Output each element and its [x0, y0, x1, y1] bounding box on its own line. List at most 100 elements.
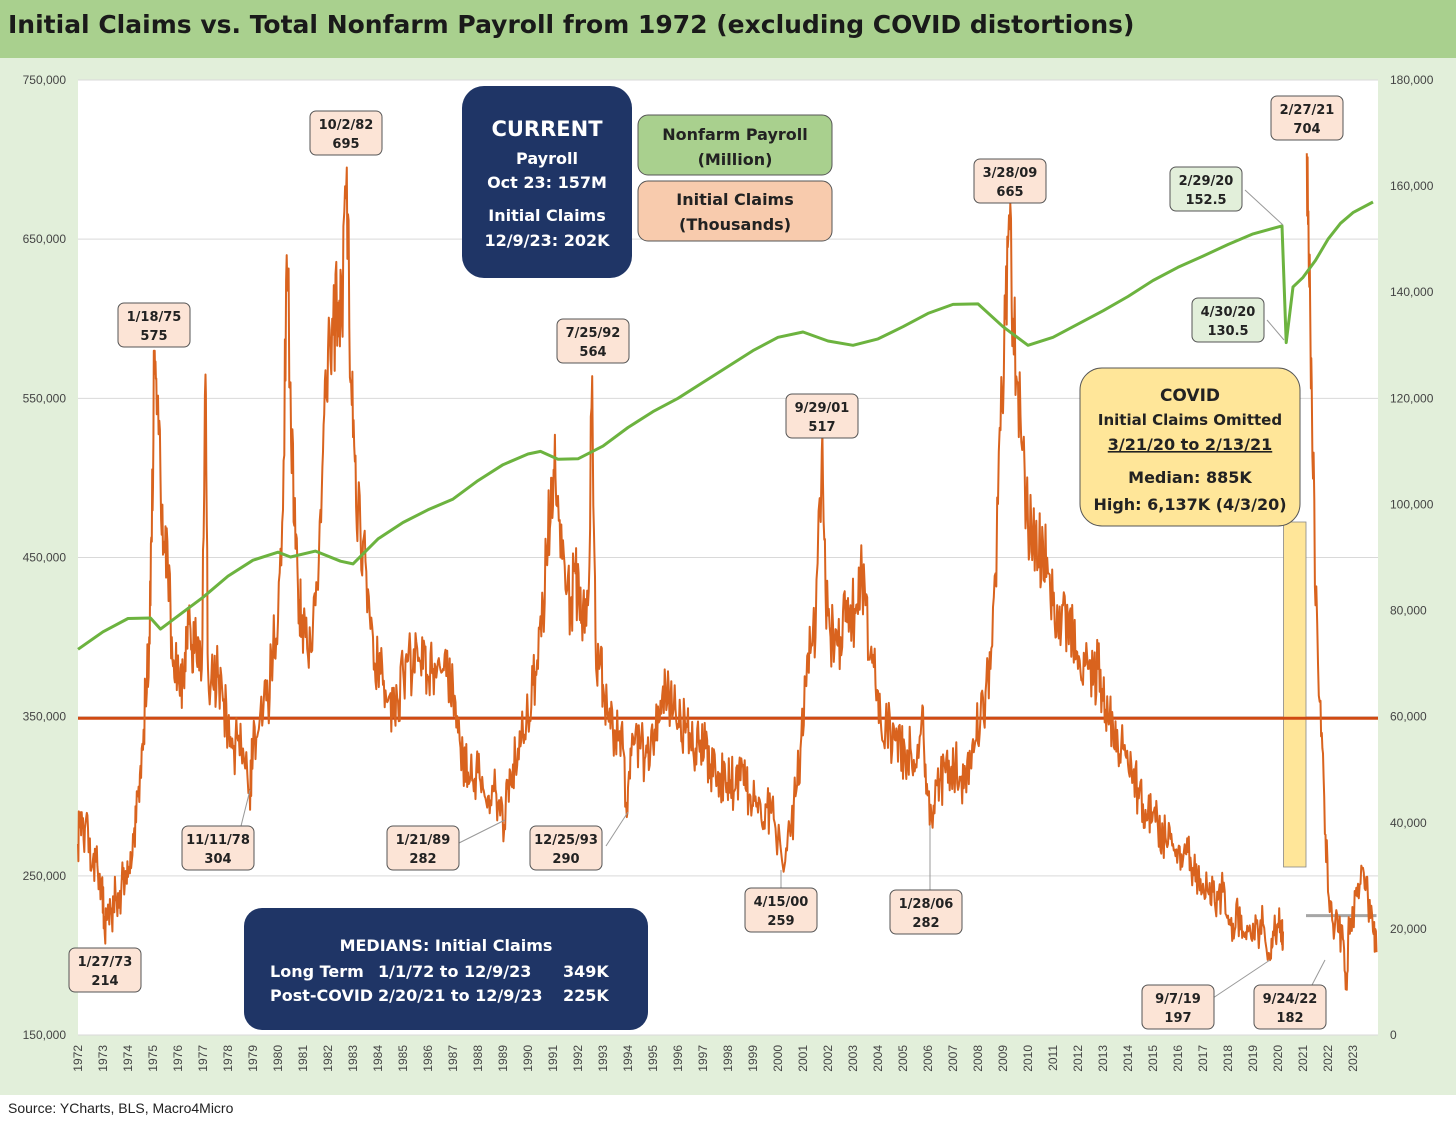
- x-tick-label: 1996: [671, 1045, 685, 1072]
- annotation-box: [1270, 95, 1344, 141]
- annotation-value: 197: [1164, 1011, 1191, 1026]
- x-tick-label: 2007: [946, 1045, 960, 1072]
- x-tick-label: 2015: [1146, 1045, 1160, 1072]
- annotation-date: 2/27/21: [1280, 103, 1335, 118]
- x-tick-label: 2016: [1171, 1045, 1185, 1072]
- annotation-date: 12/25/93: [534, 833, 598, 848]
- annotation-date: 9/24/22: [1263, 992, 1318, 1007]
- nonfarm-payroll-line: [77, 200, 1374, 651]
- x-tick-label: 1984: [371, 1045, 385, 1072]
- x-tick-label: 1979: [246, 1045, 260, 1072]
- covid-omitted-band: [1283, 521, 1307, 868]
- annotation-box: [181, 825, 255, 871]
- current-line4: 12/9/23: 202K: [484, 231, 610, 250]
- source-note: Source: YCharts, BLS, Macro4Micro: [8, 1100, 234, 1116]
- annotation-value: 517: [808, 420, 835, 435]
- x-tick-label: 1973: [96, 1045, 110, 1072]
- annotation-box: [556, 318, 630, 364]
- x-tick-label: 1974: [121, 1045, 135, 1072]
- annotation-box: [1141, 984, 1215, 1030]
- annotation-date: 7/25/92: [566, 326, 621, 341]
- current-box: CURRENT Payroll Oct 23: 157M Initial Cla…: [462, 86, 632, 278]
- x-tick-label: 1977: [196, 1045, 210, 1072]
- annotation-date: 9/7/19: [1155, 992, 1201, 1007]
- covid-line1: Initial Claims Omitted: [1098, 411, 1282, 429]
- x-tick-label: 1989: [496, 1045, 510, 1072]
- initial-claims-line: [77, 166, 1284, 962]
- annotation-box: [1191, 297, 1265, 343]
- x-tick-label: 2021: [1296, 1045, 1310, 1072]
- legend-claims-line2: (Thousands): [679, 215, 791, 234]
- annotation-date: 9/29/01: [795, 401, 850, 416]
- medians-row1-value: 349K: [563, 962, 609, 981]
- y-right-tick-label: 180,000: [1390, 73, 1434, 87]
- current-heading: CURRENT: [491, 117, 603, 141]
- medians-heading: MEDIANS: Initial Claims: [340, 936, 553, 955]
- x-tick-label: 2013: [1096, 1045, 1110, 1072]
- chart-title: Initial Claims vs. Total Nonfarm Payroll…: [8, 10, 1135, 39]
- current-line3: Initial Claims: [488, 206, 606, 225]
- annotation-date: 4/30/20: [1201, 305, 1256, 320]
- annotation-box: [529, 825, 603, 871]
- annotation-leader: [1266, 319, 1285, 341]
- x-tick-label: 2000: [771, 1045, 785, 1072]
- x-tick-label: 2005: [896, 1045, 910, 1072]
- legend-payroll-line1: Nonfarm Payroll: [662, 125, 808, 144]
- annotation-date: 1/21/89: [396, 833, 451, 848]
- annotation-value: 304: [204, 852, 231, 867]
- y-left-tick-label: 650,000: [23, 232, 67, 246]
- x-tick-label: 2018: [1221, 1045, 1235, 1072]
- covid-line4: High: 6,137K (4/3/20): [1093, 495, 1286, 514]
- x-tick-label: 2023: [1346, 1045, 1360, 1072]
- x-tick-label: 2017: [1196, 1045, 1210, 1072]
- annotation-box: [386, 825, 460, 871]
- x-tick-label: 1982: [321, 1045, 335, 1072]
- annotation-value: 259: [767, 914, 794, 929]
- x-tick-label: 2022: [1321, 1045, 1335, 1072]
- annotation-box: [68, 947, 142, 993]
- medians-row1-range: 1/1/72 to 12/9/23: [378, 962, 531, 981]
- y-right-tick-label: 60,000: [1390, 710, 1427, 724]
- title-bar: Initial Claims vs. Total Nonfarm Payroll…: [0, 0, 1456, 58]
- annotation-value: 282: [912, 916, 939, 931]
- annotation-leader: [454, 819, 506, 846]
- medians-row2-value: 225K: [563, 986, 609, 1005]
- x-tick-label: 1985: [396, 1045, 410, 1072]
- annotation-value: 564: [579, 345, 606, 360]
- x-tick-label: 1988: [471, 1045, 485, 1072]
- current-line2: Oct 23: 157M: [487, 173, 607, 192]
- x-tick-label: 1978: [221, 1045, 235, 1072]
- legend-payroll: Nonfarm Payroll (Million): [637, 114, 833, 176]
- annotation-leader: [239, 789, 251, 831]
- annotation-value: 290: [552, 852, 579, 867]
- annotation-date: 10/2/82: [319, 118, 374, 133]
- annotation-date: 1/27/73: [78, 955, 133, 970]
- annotation-date: 1/18/75: [127, 310, 182, 325]
- y-right-tick-label: 0: [1390, 1028, 1397, 1042]
- x-tick-label: 2012: [1071, 1045, 1085, 1072]
- annotation-value: 152.5: [1185, 193, 1226, 208]
- x-tick-label: 1999: [746, 1045, 760, 1072]
- y-right-tick-label: 40,000: [1390, 816, 1427, 830]
- medians-row1-label: Long Term: [270, 962, 364, 981]
- x-tick-label: 2002: [821, 1045, 835, 1072]
- x-tick-label: 2009: [996, 1045, 1010, 1072]
- covid-line2: 3/21/20 to 2/13/21: [1108, 435, 1272, 454]
- x-tick-label: 1987: [446, 1045, 460, 1072]
- annotation-date: 1/28/06: [899, 897, 954, 912]
- covid-box: COVID Initial Claims Omitted 3/21/20 to …: [1079, 367, 1301, 527]
- x-tick-label: 1983: [346, 1045, 360, 1072]
- annotation-value: 665: [996, 185, 1023, 200]
- y-right-tick-label: 120,000: [1390, 391, 1434, 405]
- x-tick-label: 2003: [846, 1045, 860, 1072]
- annotation-value: 282: [409, 852, 436, 867]
- x-tick-label: 1981: [296, 1045, 310, 1072]
- y-right-tick-label: 100,000: [1390, 497, 1434, 511]
- y-right-tick-label: 80,000: [1390, 604, 1427, 618]
- x-tick-label: 1995: [646, 1045, 660, 1072]
- x-tick-label: 2006: [921, 1045, 935, 1072]
- x-tick-label: 2014: [1121, 1045, 1135, 1072]
- annotation-value: 695: [332, 137, 359, 152]
- annotation-value: 575: [140, 329, 167, 344]
